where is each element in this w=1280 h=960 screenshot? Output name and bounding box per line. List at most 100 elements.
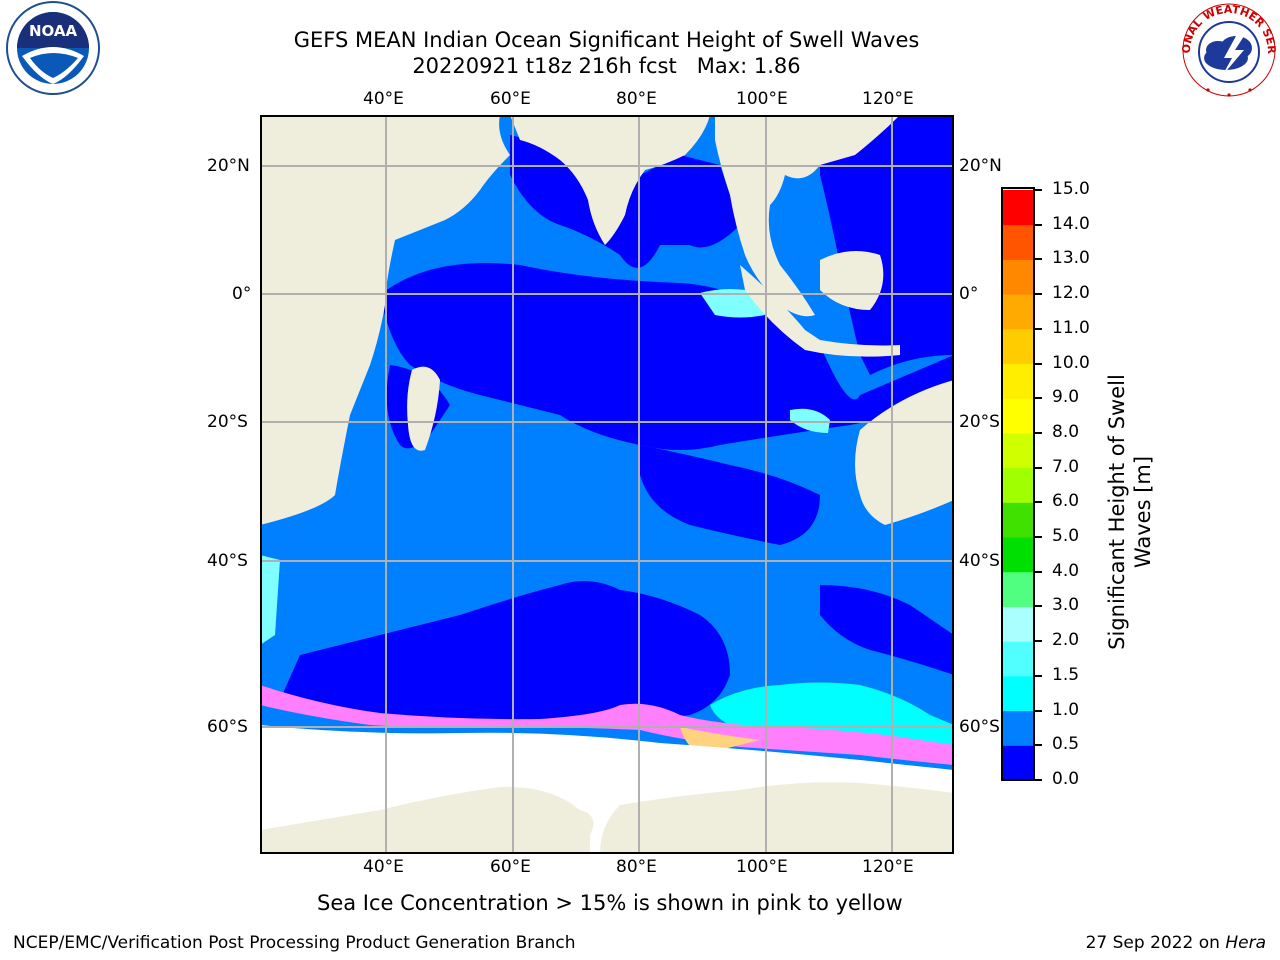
colorbar-label: 12.0: [1052, 283, 1090, 304]
colorbar-label: 11.0: [1052, 317, 1090, 338]
tick-top-80e: 80°E: [616, 89, 657, 109]
colorbar-segment: [1003, 190, 1033, 226]
tick-bottom-100e: 100°E: [736, 857, 788, 877]
colorbar-label: 0.0: [1052, 769, 1080, 789]
tick-top-120e: 120°E: [862, 89, 914, 109]
land-antarctica-east: [600, 782, 954, 854]
land-antarctica-coast: [260, 786, 594, 854]
colorbar: [1001, 187, 1035, 781]
colorbar-tick: [1034, 327, 1042, 330]
colorbar-frame: [1001, 187, 1035, 781]
tick-bottom-40e: 40°E: [363, 857, 404, 877]
colorbar-label: 5.0: [1052, 526, 1080, 547]
sea-ice-note: Sea Ice Concentration > 15% is shown in …: [317, 891, 903, 915]
colorbar-label: 0.5: [1052, 734, 1080, 755]
tick-bottom-120e: 120°E: [862, 857, 914, 877]
colorbar-label: 4.0: [1052, 560, 1080, 581]
swell-band-low-east: [640, 445, 820, 545]
colorbar-tick: [1034, 293, 1042, 296]
tick-left-20s: 20°S: [207, 412, 248, 432]
colorbar-segment: [1003, 259, 1033, 295]
tick-left-60s: 60°S: [207, 717, 248, 737]
map-frame: [260, 115, 954, 854]
colorbar-segment: [1003, 432, 1033, 469]
footer-branch: NCEP/EMC/Verification Post Processing Pr…: [13, 933, 576, 953]
colorbar-tick: [1034, 397, 1042, 400]
colorbar-tick: [1034, 431, 1042, 434]
colorbar-title: Significant Height of Swell Waves [m]: [1104, 362, 1156, 662]
colorbar-segment: [1003, 537, 1033, 573]
colorbar-label: 1.0: [1052, 699, 1080, 720]
tick-top-40e: 40°E: [363, 89, 404, 109]
footer-date-text: 27 Sep 2022 on: [1085, 933, 1226, 953]
footer-host: Hera: [1225, 933, 1266, 953]
tick-right-40s: 40°S: [959, 551, 1000, 571]
colorbar-segment: [1003, 294, 1033, 330]
land-madagascar: [407, 366, 440, 451]
colorbar-title-line-1: Significant Height of Swell: [1105, 374, 1129, 650]
graticule-lines: [260, 115, 954, 854]
colorbar-segment: [1003, 675, 1033, 712]
colorbar-label: 9.0: [1052, 387, 1080, 408]
colorbar-label: 2.0: [1052, 630, 1080, 651]
colorbar-tick: [1034, 189, 1042, 191]
colorbar-segment: [1003, 641, 1033, 677]
colorbar-segment: [1003, 571, 1033, 607]
colorbar-tick: [1034, 709, 1042, 712]
title-line-1: GEFS MEAN Indian Ocean Significant Heigh…: [293, 28, 920, 52]
colorbar-tick: [1034, 779, 1042, 781]
colorbar-tick: [1034, 744, 1042, 747]
tick-left-40s: 40°S: [207, 551, 248, 571]
tick-top-60e: 60°E: [490, 89, 531, 109]
colorbar-segment: [1003, 398, 1033, 434]
indian-ocean-map: [260, 115, 954, 854]
swell-band-low-southern: [280, 581, 730, 725]
tick-left-0: 0°: [232, 284, 252, 304]
title-line-2: 20220921 t18z 216h fcst Max: 1.86: [412, 54, 801, 78]
tick-bottom-80e: 80°E: [616, 857, 657, 877]
colorbar-tick: [1034, 674, 1042, 677]
colorbar-segment: [1003, 363, 1033, 399]
colorbar-tick: [1034, 501, 1042, 504]
colorbar-title-line-2: Waves [m]: [1131, 455, 1155, 569]
colorbar-label: 8.0: [1052, 421, 1080, 442]
colorbar-label: 6.0: [1052, 491, 1080, 512]
colorbar-tick: [1034, 640, 1042, 643]
colorbar-tick: [1034, 223, 1042, 226]
colorbar-segment: [1003, 745, 1033, 781]
land-sumatra-java: [740, 265, 900, 357]
colorbar-tick: [1034, 258, 1042, 261]
tick-right-0: 0°: [959, 284, 979, 304]
colorbar-label: 3.0: [1052, 595, 1080, 616]
swell-band-low-southeast: [820, 585, 954, 675]
colorbar-segment: [1003, 710, 1033, 746]
tick-top-100e: 100°E: [736, 89, 788, 109]
land-borneo: [820, 251, 884, 310]
colorbar-label: 10.0: [1052, 352, 1090, 373]
colorbar-segment: [1003, 467, 1033, 503]
colorbar-tick: [1034, 605, 1042, 608]
land-india: [510, 115, 710, 245]
colorbar-label: 13.0: [1052, 248, 1090, 269]
colorbar-tick: [1034, 570, 1042, 573]
swell-light-west: [260, 555, 280, 645]
colorbar-tick: [1034, 466, 1042, 469]
colorbar-label: 14.0: [1052, 213, 1090, 234]
colorbar-segment: [1003, 224, 1033, 260]
colorbar-label: 1.5: [1052, 664, 1080, 685]
swell-light-east: [790, 408, 830, 433]
noaa-logo: NOAA: [6, 1, 100, 95]
tick-right-20n: 20°N: [959, 156, 1002, 176]
svg-text:NOAA: NOAA: [29, 22, 78, 40]
colorbar-segment: [1003, 502, 1033, 538]
tick-left-20n: 20°N: [207, 156, 250, 176]
colorbar-label: 7.0: [1052, 456, 1080, 477]
tick-bottom-60e: 60°E: [490, 857, 531, 877]
swell-band-low-north: [380, 263, 954, 450]
nws-logo: NATIONAL WEATHER SERVICE: [1178, 0, 1278, 97]
colorbar-segment: [1003, 328, 1033, 365]
tick-right-20s: 20°S: [959, 412, 1000, 432]
footer-date: 27 Sep 2022 on Hera: [1086, 933, 1266, 953]
colorbar-tick: [1034, 536, 1042, 539]
colorbar-segment: [1003, 606, 1033, 642]
